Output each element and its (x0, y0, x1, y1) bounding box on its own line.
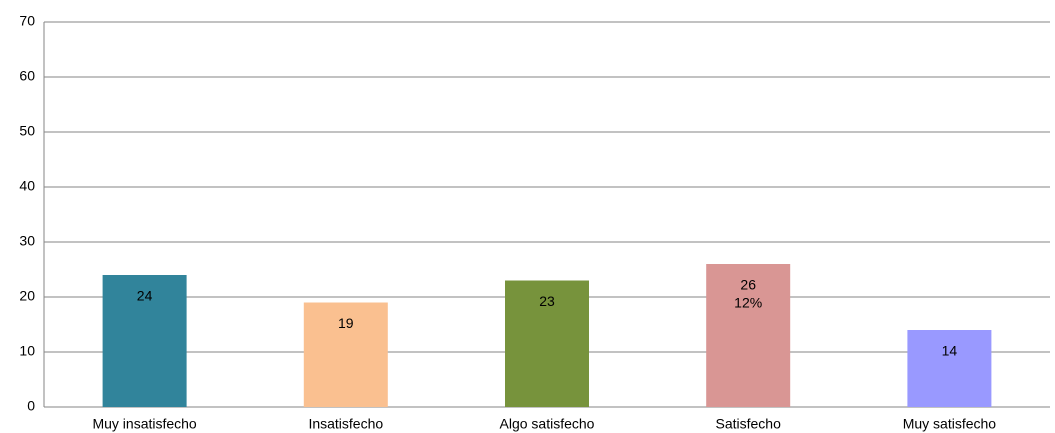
data-label: 19 (338, 315, 354, 331)
y-tick-label: 0 (27, 398, 35, 414)
data-label: 14 (942, 343, 958, 359)
y-tick-label: 70 (19, 13, 35, 29)
x-tick-label: Muy insatisfecho (92, 416, 196, 432)
y-tick-label: 10 (19, 343, 35, 359)
y-tick-label: 40 (19, 178, 35, 194)
y-tick-label: 30 (19, 233, 35, 249)
x-tick-label: Algo satisfecho (500, 416, 595, 432)
bar (102, 275, 187, 407)
data-label: 26 (740, 277, 756, 293)
x-tick-label: Satisfecho (716, 416, 782, 432)
y-tick-label: 60 (19, 68, 35, 84)
y-tick-label: 20 (19, 288, 35, 304)
annotation: 12% (734, 295, 762, 311)
data-label: 24 (137, 288, 153, 304)
bar (706, 264, 791, 407)
y-tick-label: 50 (19, 123, 35, 139)
x-tick-label: Insatisfecho (308, 416, 383, 432)
x-tick-label: Muy satisfecho (903, 416, 997, 432)
bar (907, 330, 992, 407)
bar (303, 302, 388, 407)
bar (505, 280, 589, 407)
data-label: 23 (539, 293, 555, 309)
